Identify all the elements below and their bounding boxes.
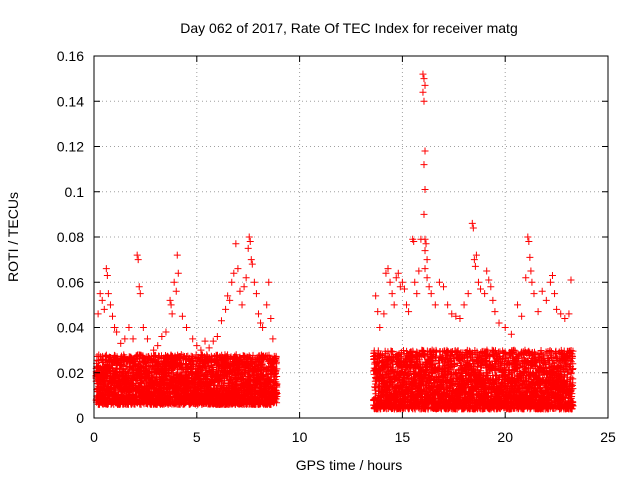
points-layer [92, 70, 577, 413]
data-point [189, 361, 197, 369]
data-point [137, 378, 145, 386]
data-point [95, 351, 103, 359]
data-point [154, 359, 162, 367]
